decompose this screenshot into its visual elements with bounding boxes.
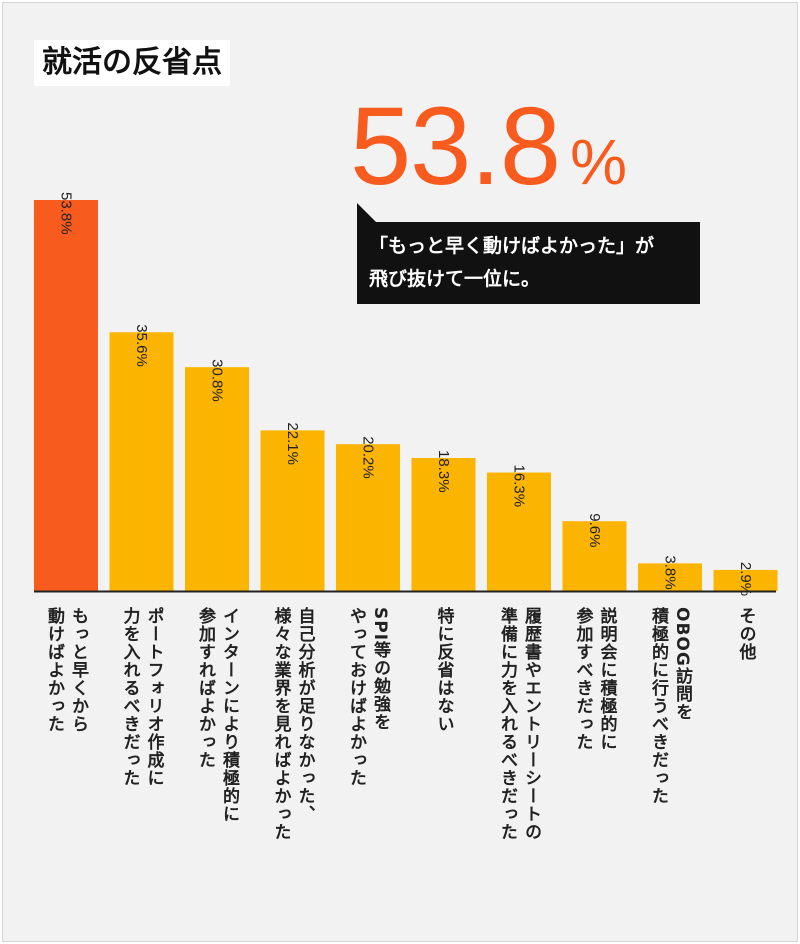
- bar-1: [34, 200, 98, 591]
- bar-4: [260, 430, 325, 591]
- category-label-6-line-1: 特に反省はない: [433, 607, 454, 733]
- bar-value-label-1: 53.8%: [58, 192, 75, 235]
- category-label-7: 履歴書やエントリーシートの 準備に力を入れるべきだった: [495, 607, 543, 841]
- bar-group: 53.8% 35.6% 30.8% 22.1% 20.2% 18.3% 16.3% 9.6% 3…: [34, 192, 778, 596]
- bar-6: [411, 458, 476, 591]
- highlight-unit: %: [570, 126, 627, 198]
- callout-line-2: 飛び抜けて一位に。: [369, 268, 541, 290]
- category-label-3-line-2: 参加すればよかった: [195, 607, 215, 769]
- bar-2: [109, 332, 174, 591]
- bar-10: [713, 569, 778, 591]
- highlight-value: 53.8: [350, 85, 561, 208]
- callout-pointer: [357, 203, 377, 223]
- category-label-7-line-2: 準備に力を入れるべきだった: [497, 607, 517, 841]
- category-label-10-line-1: その他: [735, 607, 756, 661]
- callout-box: 「もっと早く動けばよかった」が 飛び抜けて一位に。: [357, 222, 700, 304]
- category-label-1-line-2: 動けばよかった: [44, 607, 64, 733]
- bar-5: [336, 444, 400, 591]
- category-label-1-line-1: もっと早くから: [68, 607, 88, 733]
- category-label-7-line-1: 履歴書やエントリーシートの: [521, 607, 541, 841]
- bar-value-label-9: 3.8%: [662, 555, 679, 589]
- category-label-2-line-2: 力を入れるべきだった: [119, 607, 140, 787]
- category-label-9: OBOG訪問を 積極的に行うべきだった: [646, 607, 694, 805]
- category-label-4: 自己分析が足りなかった、 様々な業界を見ればよかった: [269, 607, 317, 841]
- category-label-5: SPI等の勉強を やっておけばよかった: [344, 607, 392, 787]
- category-label-5-line-1: SPI等の勉強を: [370, 607, 390, 732]
- bar-value-label-4: 22.1%: [284, 422, 301, 465]
- bar-8: [562, 521, 627, 591]
- bar-3: [185, 367, 249, 591]
- bar-value-label-6: 18.3%: [435, 450, 452, 493]
- category-label-1: もっと早くから 動けばよかった: [42, 607, 90, 733]
- category-label-8: 説明会に積極的に 参加すべきだった: [571, 607, 619, 751]
- category-label-8-line-2: 参加すべきだった: [572, 607, 593, 751]
- highlight-percentage: 53.8%: [350, 92, 627, 202]
- bar-value-label-5: 20.2%: [360, 436, 377, 479]
- bar-7: [487, 472, 551, 591]
- category-label-2-line-1: ポートフォリオ作成に: [143, 607, 164, 787]
- category-label-9-line-2: 積極的に行うべきだった: [648, 607, 668, 805]
- chart-title: 就活の反省点: [34, 40, 230, 86]
- callout-line-1: 「もっと早く動けばよかった」が: [369, 235, 655, 257]
- category-label-5-line-2: やっておけばよかった: [346, 607, 366, 787]
- category-label-2: ポートフォリオ作成に 力を入れるべきだった: [118, 607, 166, 787]
- bar-value-label-2: 35.6%: [133, 324, 150, 367]
- category-label-8-line-1: 説明会に積極的に: [596, 607, 617, 751]
- category-label-10: その他: [734, 607, 758, 661]
- category-label-3-line-1: インターンにより積極的に: [219, 607, 239, 823]
- category-label-4-line-1: 自己分析が足りなかった、: [294, 607, 315, 823]
- bar-value-label-10: 2.9%: [737, 562, 754, 596]
- category-label-4-line-2: 様々な業界を見ればよかった: [270, 607, 291, 841]
- category-label-3: インターンにより積極的に 参加すればよかった: [193, 607, 241, 823]
- category-label-9-line-1: OBOG訪問を: [672, 607, 692, 721]
- bar-value-label-7: 16.3%: [511, 465, 528, 508]
- bar-9: [638, 563, 702, 591]
- bar-value-label-3: 30.8%: [209, 359, 226, 402]
- category-label-6: 特に反省はない: [432, 607, 456, 733]
- bar-value-label-8: 9.6%: [586, 513, 603, 547]
